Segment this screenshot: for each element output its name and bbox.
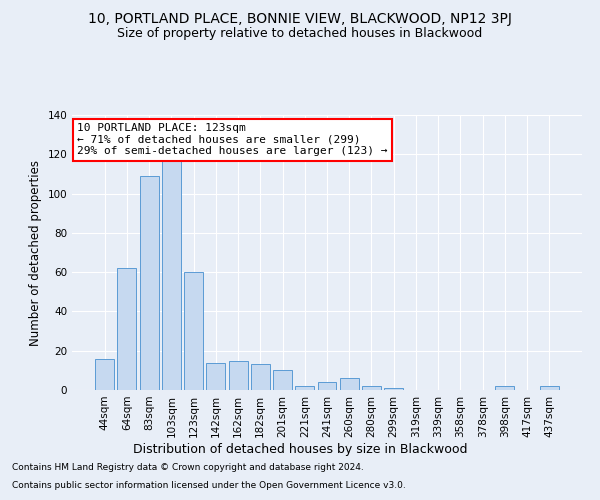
Y-axis label: Number of detached properties: Number of detached properties [29, 160, 42, 346]
Bar [206, 362, 225, 390]
Bar [95, 358, 114, 390]
Bar [229, 360, 248, 390]
Bar [317, 382, 337, 390]
Bar [362, 386, 381, 390]
Bar [295, 386, 314, 390]
Text: 10 PORTLAND PLACE: 123sqm
← 71% of detached houses are smaller (299)
29% of semi: 10 PORTLAND PLACE: 123sqm ← 71% of detac… [77, 123, 388, 156]
Text: Contains HM Land Registry data © Crown copyright and database right 2024.: Contains HM Land Registry data © Crown c… [12, 464, 364, 472]
Bar [118, 268, 136, 390]
Bar [184, 272, 203, 390]
Bar [251, 364, 270, 390]
Text: Contains public sector information licensed under the Open Government Licence v3: Contains public sector information licen… [12, 481, 406, 490]
Bar [162, 160, 181, 390]
Bar [496, 386, 514, 390]
Text: Size of property relative to detached houses in Blackwood: Size of property relative to detached ho… [118, 28, 482, 40]
Bar [384, 388, 403, 390]
Bar [340, 378, 359, 390]
Bar [140, 176, 158, 390]
Bar [540, 386, 559, 390]
Text: Distribution of detached houses by size in Blackwood: Distribution of detached houses by size … [133, 442, 467, 456]
Bar [273, 370, 292, 390]
Text: 10, PORTLAND PLACE, BONNIE VIEW, BLACKWOOD, NP12 3PJ: 10, PORTLAND PLACE, BONNIE VIEW, BLACKWO… [88, 12, 512, 26]
